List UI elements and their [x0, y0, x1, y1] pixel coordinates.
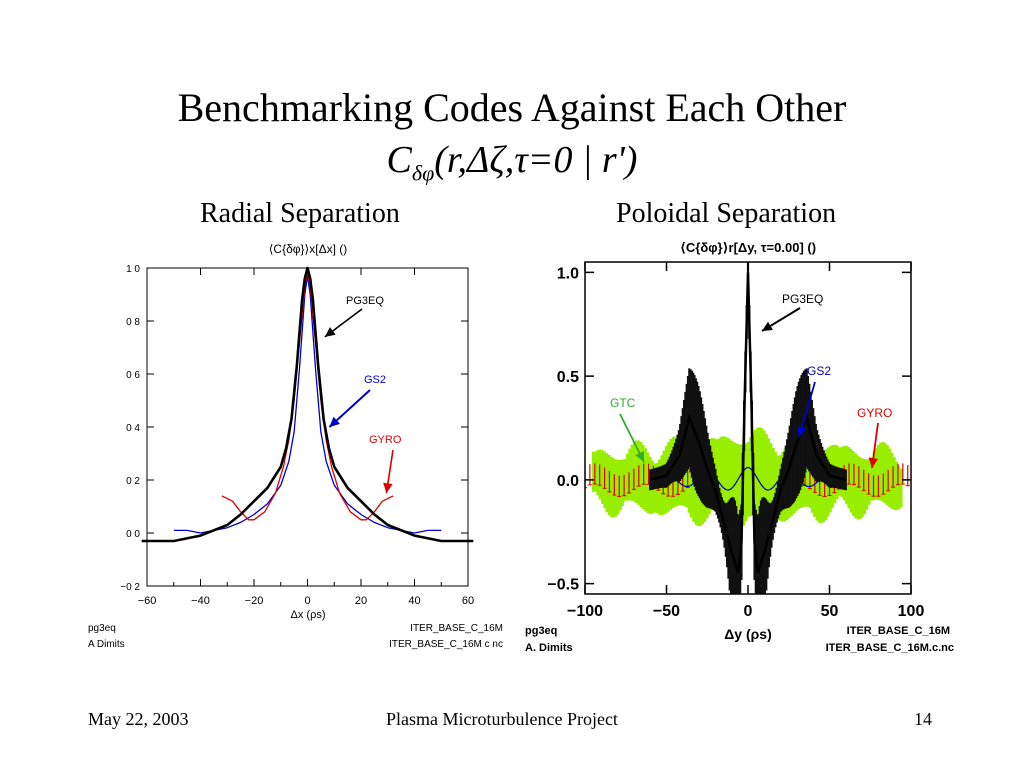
left-chart-title: ⟨C{δφ}⟩x[Δx] (): [269, 242, 348, 256]
right-ytick-label: 0.5: [557, 369, 579, 386]
left-xtick-label: −20: [245, 595, 264, 607]
right-xtick-label: 0: [744, 603, 753, 620]
right-label-pg3eq: PG3EQ: [782, 292, 823, 306]
right-series-gs2: [649, 466, 847, 491]
left-foot-2: A Dimits: [88, 639, 125, 650]
left-label-gyro: GYRO: [369, 434, 402, 446]
left-label-pg3eq: PG3EQ: [346, 295, 384, 307]
left-series-gs2: [173, 275, 442, 534]
formula-sub: δφ: [411, 160, 435, 186]
left-label-gs2: GS2: [364, 374, 386, 386]
radial-heading: Radial Separation: [200, 198, 400, 229]
right-xtick-label: 50: [821, 603, 839, 620]
left-ytick-label: 1 0: [126, 264, 140, 275]
right-arrow-pg3eq-head: [762, 321, 773, 331]
left-series-gyro: [221, 269, 394, 521]
formula-rest: (r,Δζ,τ=0 | r'): [434, 139, 638, 181]
left-series-pg3eq: [141, 266, 474, 543]
left-arrow-pg3eq-head: [324, 327, 336, 337]
right-series-pg3eq: [649, 272, 847, 574]
left-xtick-label: 60: [462, 595, 474, 607]
left-ytick-label: 0 6: [126, 370, 140, 381]
left-xtick-label: 0: [304, 595, 310, 607]
left-xtick-label: 20: [355, 595, 367, 607]
slide-title: Benchmarking Codes Against Each Other: [177, 85, 847, 130]
left-foot-1: pg3eq: [88, 623, 116, 634]
right-xaxis-label: Δy (ρs): [724, 626, 772, 642]
right-xtick-label: −50: [653, 603, 680, 620]
right-ytick-label: 0.0: [557, 473, 579, 490]
formula-title: Cδφ(r,Δζ,τ=0 | r'): [0, 138, 1024, 187]
left-xtick-label: 40: [408, 595, 420, 607]
left-xtick-label: −60: [138, 595, 157, 607]
right-arrow-gs2-head: [797, 426, 807, 437]
left-ytick-label: −0 2: [120, 582, 140, 593]
left-arrow-gs2-head: [329, 416, 340, 427]
poloidal-heading: Poloidal Separation: [616, 198, 837, 229]
formula-main: C: [386, 139, 412, 181]
footer-date: May 22, 2003: [88, 709, 189, 729]
left-xaxis-label: Δx (ρs): [291, 609, 326, 621]
right-label-gs2: GS2: [807, 364, 831, 378]
footer-page: 14: [914, 709, 932, 729]
right-foot-2: A. Dimits: [525, 642, 573, 654]
left-xtick-label: −40: [191, 595, 210, 607]
right-foot-4: ITER_BASE_C_16M.c.nc: [826, 642, 954, 654]
left-ytick-label: 0 0: [126, 529, 140, 540]
right-ytick-label: 1.0: [557, 265, 579, 282]
left-ytick-label: 0 8: [126, 317, 140, 328]
right-xtick-label: −100: [567, 603, 603, 620]
right-foot-1: pg3eq: [525, 625, 557, 637]
right-plot-area: [585, 262, 910, 594]
right-label-gyro: GYRO: [857, 406, 892, 420]
right-foot-3: ITER_BASE_C_16M: [847, 625, 950, 637]
right-label-gtc: GTC: [610, 396, 636, 410]
right-chart-title: ⟨C{δφ}⟩r[Δy, τ=0.00] (): [680, 240, 816, 255]
left-ytick-label: 0 4: [126, 423, 140, 434]
right-ytick-label: −0.5: [547, 577, 579, 594]
left-plot-frame: [146, 267, 469, 587]
footer-project: Plasma Microturbulence Project: [386, 709, 618, 729]
left-arrow-gyro-head: [383, 482, 393, 494]
right-arrow-gtc-head: [635, 451, 644, 462]
right-xtick-label: 100: [898, 603, 925, 620]
left-foot-3: ITER_BASE_C_16M: [410, 623, 503, 634]
left-foot-4: ITER_BASE_C_16M c nc: [389, 639, 503, 650]
left-ytick-label: 0 2: [126, 476, 140, 487]
right-arrow-gyro-head: [868, 457, 879, 468]
